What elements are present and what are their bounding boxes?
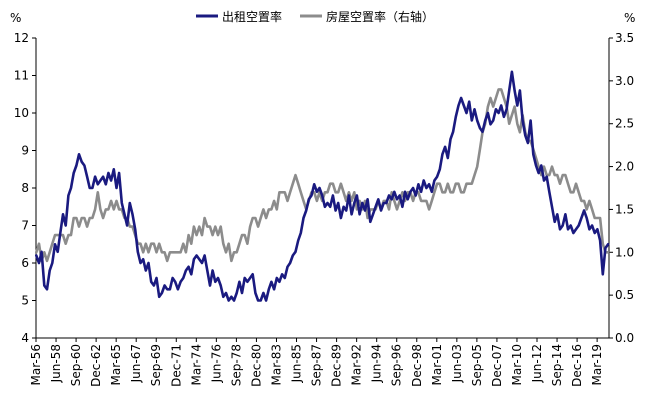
left-tick-label: 8 [21, 181, 29, 195]
left-tick-label: 12 [14, 31, 29, 45]
right-tick-label: 0.5 [615, 288, 634, 302]
right-tick-label: 3.0 [615, 74, 634, 88]
x-tick-label: Sep-96 [390, 344, 404, 386]
x-tick-label: Jun-76 [209, 344, 223, 383]
x-tick-label: Jun-94 [370, 344, 384, 383]
x-tick-label: Dec-07 [490, 344, 504, 387]
right-tick-label: 1.5 [615, 202, 634, 216]
left-tick-label: 5 [21, 294, 29, 308]
x-tick-label: Jun-03 [450, 344, 464, 383]
x-tick-label: Sep-87 [310, 344, 324, 386]
x-tick-label: Sep-14 [550, 344, 564, 386]
x-tick-label: Mar-92 [350, 344, 364, 385]
x-tick-label: Dec-80 [249, 344, 263, 387]
x-tick-label: Dec-98 [410, 344, 424, 387]
x-tick-label: Dec-62 [89, 344, 103, 387]
plot-area [35, 70, 610, 302]
x-tick-label: Jun-58 [49, 344, 63, 383]
x-tick-label: Dec-89 [330, 344, 344, 387]
x-tick-label: Dec-71 [169, 344, 183, 387]
left-tick-label: 10 [14, 106, 29, 120]
legend-label-homeowner-vacancy: 房屋空置率（右轴） [326, 9, 434, 24]
right-axis-unit: % [624, 11, 635, 25]
x-tick-label: Mar-56 [29, 344, 43, 385]
x-tick-label: Mar-01 [430, 344, 444, 385]
right-tick-label: 2.5 [615, 117, 634, 131]
x-tick-label: Sep-60 [69, 344, 83, 386]
axes: 4 5 6 7 8 9 10 11 12 0.0 0.5 1.0 1.5 2.0 2.5 3.0 3.5 Mar-… [14, 31, 634, 387]
right-tick-label: 1.0 [615, 245, 634, 259]
x-tick-label: Sep-69 [149, 344, 163, 386]
x-tick-label: Mar-65 [109, 344, 123, 385]
x-tick-label: Mar-74 [189, 344, 203, 385]
left-tick-label: 11 [14, 69, 29, 83]
series-line-rental-vacancy [35, 70, 610, 302]
left-tick-label: 7 [21, 219, 29, 233]
x-tick-label: Jun-67 [129, 344, 143, 383]
legend: 出租空置率 房屋空置率（右轴） [196, 9, 434, 24]
x-tick-label: Mar-10 [510, 344, 524, 385]
x-tick-label: Sep-78 [229, 344, 243, 386]
x-tick-label: Sep-05 [470, 344, 484, 386]
right-tick-label: 0.0 [615, 331, 634, 345]
right-tick-label: 2.0 [615, 160, 634, 174]
left-tick-label: 9 [21, 144, 29, 158]
x-tick-label: Mar-83 [269, 344, 283, 385]
right-tick-label: 3.5 [615, 31, 634, 45]
x-tick-label: Jun-85 [290, 344, 304, 383]
x-tick-label: Jun-12 [530, 344, 544, 383]
x-tick-label: Mar-19 [590, 344, 604, 385]
left-tick-label: 4 [21, 331, 29, 345]
legend-label-rental-vacancy: 出租空置率 [222, 9, 282, 24]
left-axis-unit: % [10, 11, 21, 25]
x-tick-label: Dec-16 [570, 344, 584, 387]
left-tick-label: 6 [21, 256, 29, 270]
